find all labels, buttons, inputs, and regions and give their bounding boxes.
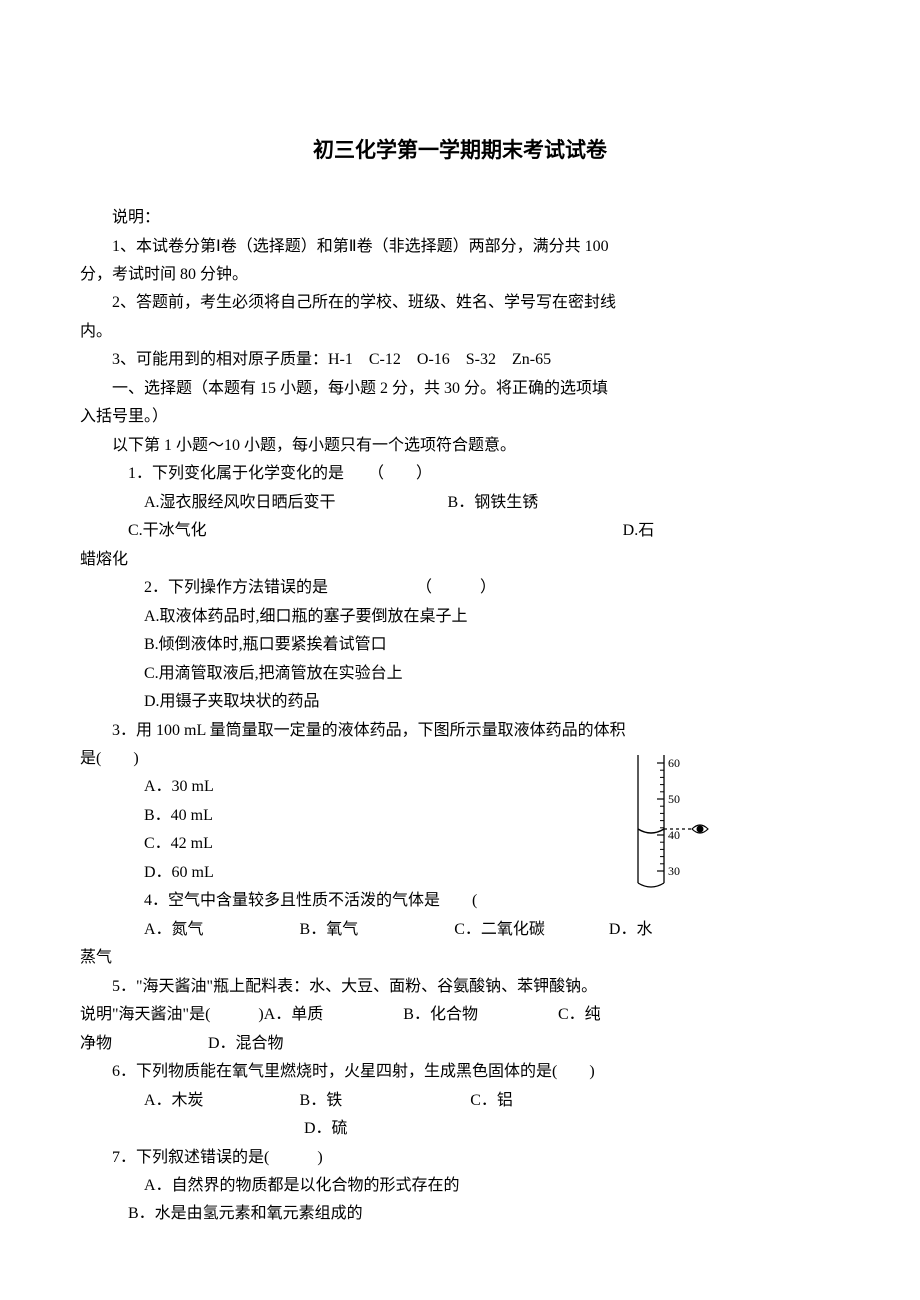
q2: 2．下列操作方法错误的是 （ ） [80, 574, 840, 602]
q3-opt-b: B．40 mL [80, 802, 840, 830]
eye-icon [692, 825, 708, 833]
cylinder-figure: 60 50 40 30 [632, 755, 710, 895]
q2-opt-b: B.倾倒液体时,瓶口要紧挨着试管口 [80, 631, 840, 659]
q3-line2: 是( ) [80, 745, 840, 773]
q4-opt-line1: A．氮气 B．氧气 C．二氧化碳 D．水 [80, 916, 840, 944]
q3-opt-a: A．30 mL [80, 773, 840, 801]
q1-opt-c-line1: C.干冰气化 D.石 [80, 517, 840, 545]
q5-line3: 净物 D．混合物 [80, 1030, 840, 1058]
note-3: 3、可能用到的相对原子质量：H-1 C-12 O-16 S-32 Zn-65 [80, 346, 840, 374]
q7: 7．下列叙述错误的是( ) [80, 1144, 840, 1172]
q1-opt-c-line2: 蜡熔化 [80, 546, 840, 574]
q1: 1．下列变化属于化学变化的是 （ ） [80, 460, 840, 488]
q3-opt-c: C．42 mL [80, 830, 840, 858]
q3-line1: 3．用 100 mL 量筒量取一定量的液体药品，下图所示量取液体药品的体积 [80, 717, 840, 745]
q4: 4．空气中含量较多且性质不活泼的气体是 ( [80, 887, 840, 915]
tick-40: 40 [668, 828, 680, 842]
page-title: 初三化学第一学期期末考试试卷 [80, 134, 840, 164]
intro-label: 说明： [80, 204, 840, 232]
q2-opt-a: A.取液体药品时,细口瓶的塞子要倒放在桌子上 [80, 603, 840, 631]
q1-opt-ab: A.湿衣服经风吹日晒后变干 B．钢铁生锈 [80, 489, 840, 517]
q2-opt-c: C.用滴管取液后,把滴管放在实验台上 [80, 660, 840, 688]
q3-opt-d: D．60 mL [80, 859, 840, 887]
q7-opt-b: B．水是由氢元素和氧元素组成的 [80, 1200, 840, 1228]
q7-opt-a: A．自然界的物质都是以化合物的形式存在的 [80, 1172, 840, 1200]
q2-opt-d: D.用镊子夹取块状的药品 [80, 688, 840, 716]
section-hint: 以下第 1 小题～10 小题，每小题只有一个选项符合题意。 [80, 432, 840, 460]
note-2-line2: 内。 [80, 318, 840, 346]
q5-line2: 说明"海天酱油"是( )A．单质 B．化合物 C．纯 [80, 1001, 840, 1029]
section-1-line2: 入括号里。） [80, 403, 840, 431]
section-1-line1: 一、选择题（本题有 15 小题，每小题 2 分，共 30 分。将正确的选项填 [80, 375, 840, 403]
note-2-line1: 2、答题前，考生必须将自己所在的学校、班级、姓名、学号写在密封线 [80, 289, 840, 317]
tick-60: 60 [668, 756, 680, 770]
q4-opt-line2: 蒸气 [80, 944, 840, 972]
note-1-line1: 1、本试卷分第Ⅰ卷（选择题）和第Ⅱ卷（非选择题）两部分，满分共 100 [80, 233, 840, 261]
tick-50: 50 [668, 792, 680, 806]
note-1-line2: 分，考试时间 80 分钟。 [80, 261, 840, 289]
q6-opt-line1: A．木炭 B．铁 C．铝 [80, 1087, 840, 1115]
q6: 6．下列物质能在氧气里燃烧时，火星四射，生成黑色固体的是( ) [80, 1058, 840, 1086]
tick-30: 30 [668, 864, 680, 878]
exam-page: 初三化学第一学期期末考试试卷 说明： 1、本试卷分第Ⅰ卷（选择题）和第Ⅱ卷（非选… [0, 0, 920, 1300]
q6-opt-line2: D．硫 [80, 1115, 840, 1143]
q5-line1: 5．"海天酱油"瓶上配料表：水、大豆、面粉、谷氨酸钠、苯钾酸钠。 [80, 973, 840, 1001]
